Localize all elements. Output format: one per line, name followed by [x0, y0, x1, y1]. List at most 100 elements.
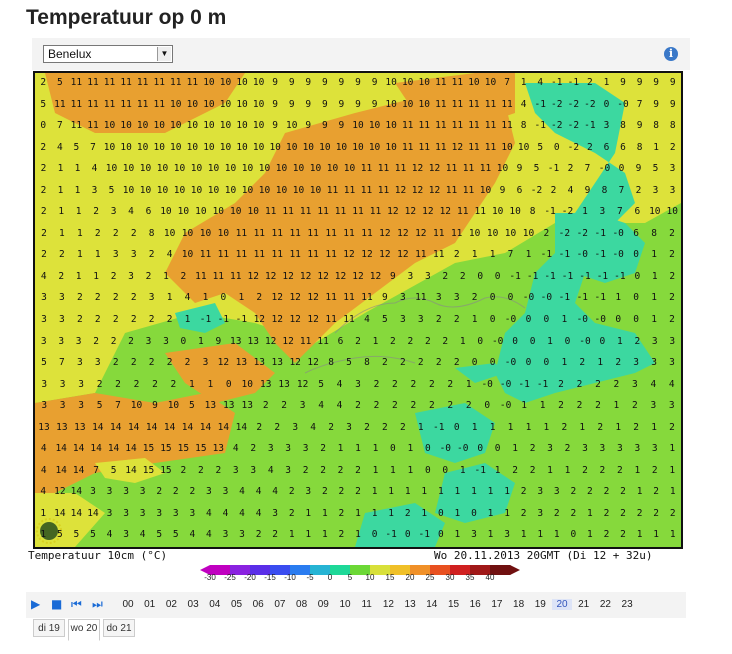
grid-value: 1 — [372, 335, 379, 347]
grid-value: 2 — [428, 378, 435, 390]
grid-value: 10 — [173, 184, 186, 196]
grid-value: 2 — [382, 357, 388, 369]
hour-11[interactable]: 11 — [361, 599, 372, 610]
grid-value: 10 — [136, 120, 149, 132]
grid-value: 5 — [56, 77, 63, 88]
grid-value: 13 — [204, 400, 217, 412]
hour-20[interactable]: 20 — [552, 599, 572, 610]
grid-value: 5 — [96, 400, 103, 412]
grid-value: 9 — [635, 163, 642, 175]
hour-08[interactable]: 08 — [296, 599, 308, 610]
region-select[interactable]: Benelux ▼ — [43, 45, 173, 63]
grid-value: 1 — [75, 270, 82, 282]
grid-value: 11 — [282, 206, 294, 218]
grid-value: 2 — [520, 507, 527, 519]
hour-13[interactable]: 13 — [404, 599, 416, 610]
grid-value: 2 — [189, 486, 196, 498]
grid-value: 10 — [139, 184, 152, 196]
legend-swatch — [230, 565, 251, 575]
hour-18[interactable]: 18 — [513, 599, 525, 610]
day-tab[interactable]: do 21 — [103, 619, 135, 637]
grid-value: 1 — [615, 292, 622, 304]
skip-forward-icon[interactable]: ⏭ — [92, 597, 103, 611]
grid-value: 10 — [153, 141, 165, 153]
grid-value: 10 — [122, 184, 135, 196]
hour-15[interactable]: 15 — [447, 599, 460, 610]
grid-value: 10 — [199, 227, 212, 239]
grid-value: 2 — [603, 486, 610, 498]
grid-value: 4 — [336, 400, 343, 412]
legend-label: 30 — [445, 573, 455, 582]
grid-value: 4 — [40, 464, 47, 476]
hour-01[interactable]: 01 — [144, 599, 156, 610]
hour-14[interactable]: 14 — [426, 599, 438, 610]
hour-04[interactable]: 04 — [209, 599, 221, 610]
grid-value: 10 — [286, 141, 298, 153]
grid-value: -2 — [530, 184, 543, 196]
hour-09[interactable]: 09 — [317, 599, 329, 610]
grid-value: 1 — [372, 464, 379, 476]
grid-value: -1 — [567, 77, 580, 88]
hour-12[interactable]: 12 — [382, 599, 394, 610]
grid-value: 9 — [355, 98, 361, 110]
day-tab[interactable]: di 19 — [33, 619, 65, 637]
grid-value: -2 — [558, 227, 571, 239]
info-icon[interactable]: i — [664, 47, 678, 61]
legend-label: -10 — [284, 573, 296, 582]
grid-value: 2 — [272, 529, 279, 541]
hour-03[interactable]: 03 — [187, 599, 199, 610]
grid-value: 11 — [360, 184, 373, 196]
grid-value: 1 — [454, 529, 461, 541]
grid-value: 3 — [145, 335, 152, 347]
grid-value: 10 — [501, 141, 513, 153]
hour-05[interactable]: 05 — [230, 599, 243, 610]
grid-value: 1 — [40, 529, 47, 541]
hour-06[interactable]: 06 — [252, 599, 264, 610]
grid-value: 12 — [439, 206, 452, 218]
hour-17[interactable]: 17 — [491, 599, 503, 610]
hour-10[interactable]: 10 — [339, 599, 351, 610]
grid-value: 2 — [156, 486, 163, 498]
grid-value: 10 — [224, 184, 237, 196]
hour-07[interactable]: 07 — [274, 599, 286, 610]
grid-value: 4 — [40, 270, 47, 282]
grid-value: 12 — [307, 314, 319, 325]
grid-value: 10 — [207, 184, 220, 196]
legend-label: 0 — [327, 573, 333, 582]
hour-00[interactable]: 00 — [122, 599, 134, 610]
day-tab[interactable]: wo 20 — [68, 619, 100, 641]
grid-value: 2 — [110, 335, 117, 347]
hour-21[interactable]: 21 — [578, 599, 590, 610]
hour-02[interactable]: 02 — [165, 599, 177, 610]
grid-value: 0 — [543, 357, 550, 369]
grid-value: 10 — [649, 206, 661, 218]
grid-value: 1 — [613, 400, 620, 412]
grid-value: 3 — [148, 292, 155, 304]
grid-value: 15 — [160, 443, 172, 455]
grid-value: 1 — [74, 163, 81, 175]
grid-value: 5 — [73, 529, 80, 541]
grid-value: 3 — [90, 486, 96, 498]
stop-icon[interactable]: ■ — [51, 597, 63, 611]
grid-value: 2 — [404, 507, 411, 519]
grid-value: 11 — [299, 335, 312, 347]
skip-back-icon[interactable]: ⏮ — [71, 597, 82, 611]
grid-value: 10 — [385, 141, 397, 153]
grid-value: 2 — [620, 507, 626, 519]
grid-value: 11 — [462, 184, 475, 196]
grid-value: 2 — [355, 464, 361, 476]
grid-value: 10 — [103, 120, 116, 132]
grid-value: 11 — [70, 98, 83, 110]
grid-value: 15 — [177, 443, 190, 455]
hour-16[interactable]: 16 — [469, 599, 481, 610]
grid-value: 11 — [317, 335, 329, 347]
grid-value: 1 — [59, 227, 65, 239]
grid-value: 9 — [636, 77, 643, 88]
hour-23[interactable]: 23 — [621, 599, 633, 610]
temperature-map: 2 5 11 11 11 11 11 11 11 11 10 10 10 10 9 9 9 9 9 9 9 10 10 10 1… — [33, 71, 683, 549]
hour-22[interactable]: 22 — [599, 599, 611, 610]
grid-value: 2 — [172, 486, 179, 498]
grid-value: 3 — [267, 443, 274, 455]
hour-19[interactable]: 19 — [534, 599, 546, 610]
play-icon[interactable]: ▶ — [31, 597, 41, 611]
